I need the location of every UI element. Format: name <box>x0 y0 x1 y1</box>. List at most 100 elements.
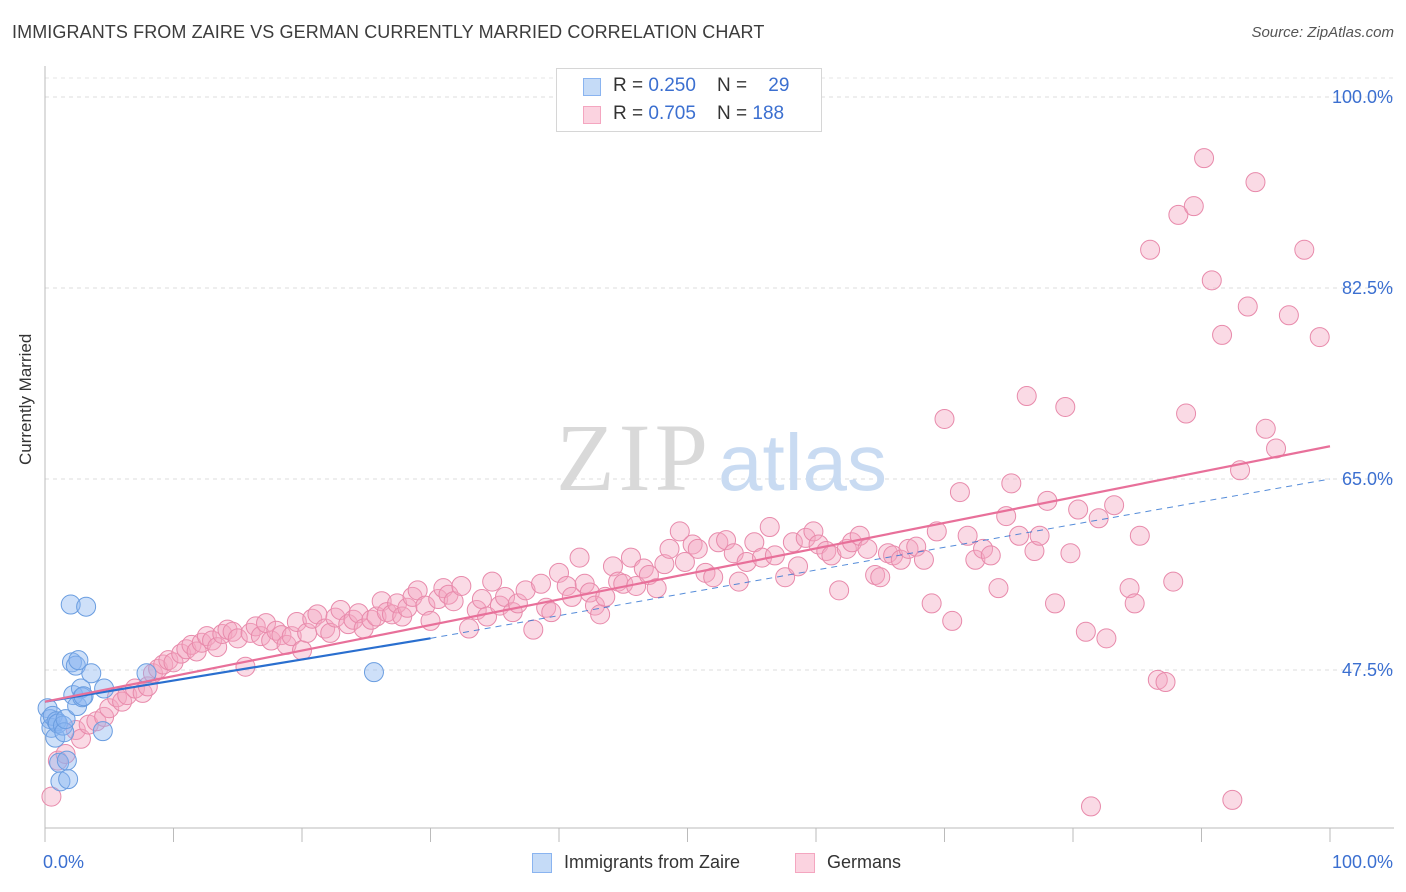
data-point <box>1194 148 1215 169</box>
data-point <box>132 682 153 703</box>
data-point <box>50 771 71 792</box>
data-point <box>1001 473 1022 494</box>
data-point <box>1237 296 1258 317</box>
data-point <box>397 597 418 618</box>
data-point <box>590 604 611 625</box>
data-point <box>934 408 955 429</box>
data-point <box>865 565 886 586</box>
data-point <box>222 621 243 642</box>
data-point <box>55 709 76 730</box>
data-point <box>1201 270 1222 291</box>
data-point <box>926 521 947 542</box>
data-point <box>795 527 816 548</box>
data-point <box>1124 593 1145 614</box>
data-point <box>870 567 891 588</box>
data-point <box>381 604 402 625</box>
data-point <box>1055 396 1076 417</box>
data-point <box>531 573 552 594</box>
data-point <box>1016 386 1037 407</box>
data-point <box>60 594 81 615</box>
data-point <box>857 538 878 559</box>
data-point <box>1222 789 1243 810</box>
legend-swatch-zaire <box>583 78 601 96</box>
chart-title: IMMIGRANTS FROM ZAIRE VS GERMAN CURRENTL… <box>12 22 765 42</box>
x-tick-label: 100.0% <box>1331 852 1393 872</box>
data-point <box>202 630 223 651</box>
data-point <box>433 578 454 599</box>
data-point <box>687 538 708 559</box>
data-point <box>803 521 824 542</box>
data-point <box>541 602 562 623</box>
data-points <box>37 148 1330 817</box>
watermark: ZIP atlas <box>556 404 887 511</box>
y-tick-label: 82.5% <box>1341 278 1393 298</box>
series-germans <box>41 148 1330 817</box>
data-point <box>515 580 536 601</box>
bottom-legend-label-zaire: Immigrants from Zaire <box>564 852 741 872</box>
data-point <box>81 663 102 684</box>
data-point <box>1163 571 1184 592</box>
data-point <box>1294 239 1315 260</box>
data-point <box>343 609 364 630</box>
legend-r-label: R = <box>613 103 649 124</box>
data-point <box>523 619 544 640</box>
data-point <box>674 551 695 572</box>
data-point <box>949 482 970 503</box>
watermark-zip: ZIP <box>556 404 712 511</box>
data-point <box>633 558 654 579</box>
data-point <box>459 618 480 639</box>
data-point <box>363 662 384 683</box>
data-point <box>716 530 737 551</box>
data-point <box>646 578 667 599</box>
data-point <box>782 532 803 553</box>
data-point <box>1155 672 1176 693</box>
data-point <box>1080 796 1101 817</box>
data-point <box>1045 593 1066 614</box>
data-point <box>669 521 690 542</box>
data-point <box>788 556 809 577</box>
data-point <box>890 549 911 570</box>
data-point <box>1029 525 1050 546</box>
data-point <box>227 628 248 649</box>
x-tick-label: 0.0% <box>43 852 85 872</box>
data-point <box>1119 578 1140 599</box>
data-point <box>921 593 942 614</box>
data-point <box>1075 621 1096 642</box>
bottom-legend-swatch-zaire <box>532 853 552 873</box>
data-point <box>286 611 307 632</box>
data-point <box>387 593 408 614</box>
data-point <box>92 721 113 742</box>
data-point <box>112 691 133 712</box>
watermark-atlas: atlas <box>718 418 887 507</box>
data-point <box>980 545 1001 566</box>
data-point <box>877 543 898 564</box>
y-tick-label: 65.0% <box>1341 469 1393 489</box>
data-point <box>1140 239 1161 260</box>
source-label: Source: ZipAtlas.com <box>1251 24 1394 41</box>
y-tick-label: 100.0% <box>1331 87 1393 107</box>
data-point <box>654 554 675 575</box>
data-point <box>99 698 120 719</box>
data-point <box>708 532 729 553</box>
data-point <box>1088 508 1109 529</box>
y-axis-label: Currently Married <box>16 333 35 465</box>
data-point <box>1176 403 1197 424</box>
data-point <box>1183 196 1204 217</box>
data-point <box>428 589 449 610</box>
data-point <box>728 571 749 592</box>
data-point <box>759 517 780 538</box>
trend-line-extension <box>430 478 1331 639</box>
data-point <box>76 596 97 617</box>
data-point <box>942 610 963 631</box>
data-point <box>56 750 77 771</box>
data-point <box>913 549 934 570</box>
data-point <box>1060 543 1081 564</box>
data-point <box>163 652 184 673</box>
data-point <box>659 538 680 559</box>
data-point <box>829 580 850 601</box>
legend-r-value: 0.705 <box>648 103 696 124</box>
data-point <box>1212 324 1233 345</box>
data-point <box>371 591 392 612</box>
legend-n-label: N = <box>717 75 753 96</box>
